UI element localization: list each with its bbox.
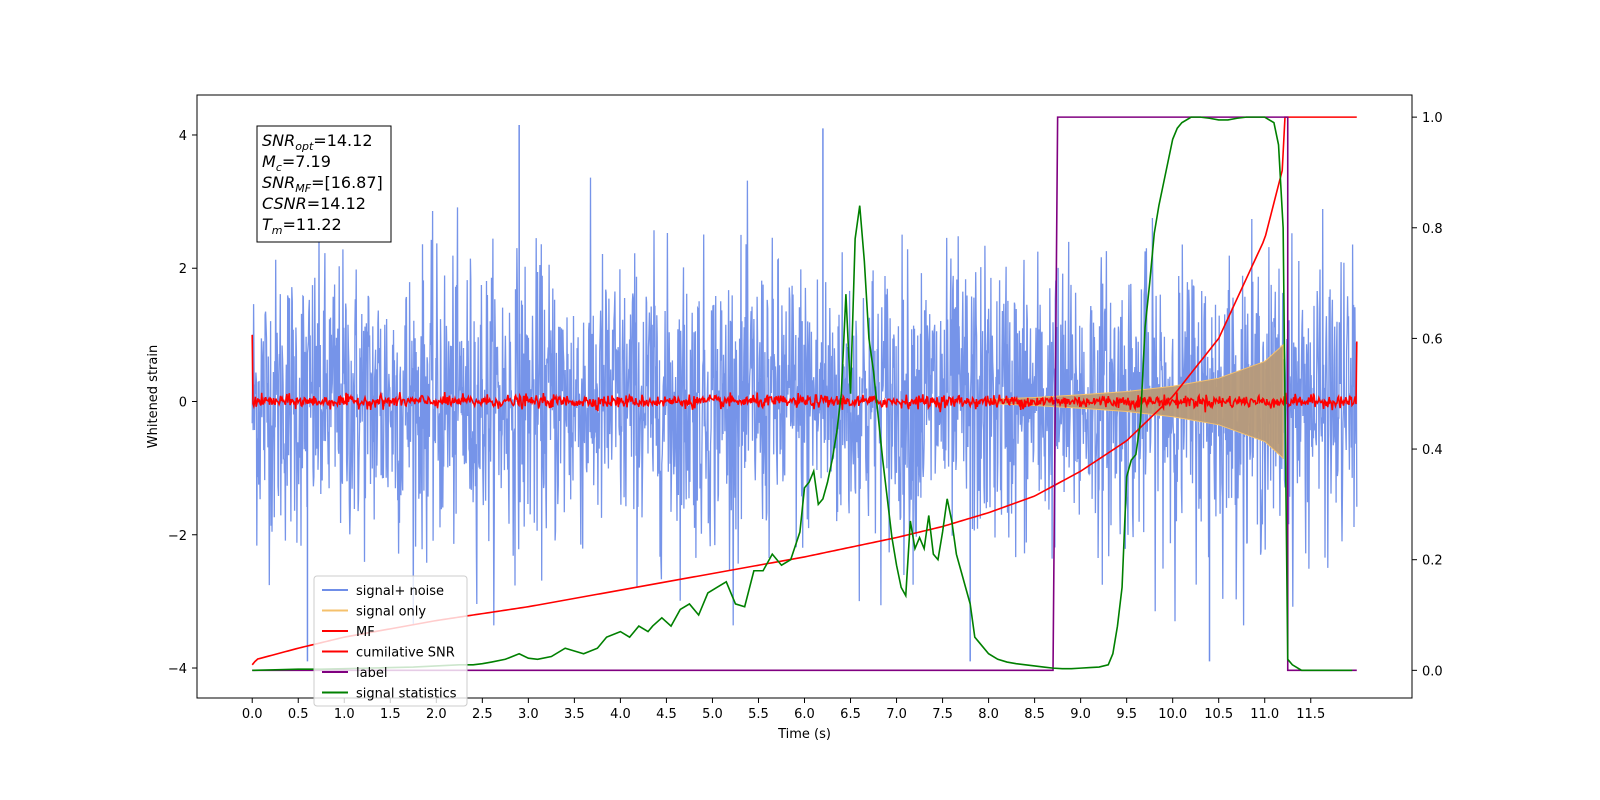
x-tick-label: 6.5 <box>840 707 861 722</box>
series-signal-statistics <box>252 116 1353 672</box>
x-tick-label: 10.0 <box>1158 707 1187 722</box>
legend-frame <box>313 575 468 707</box>
x-axis: 0.0 0.5 1.0 1.5 2.0 2.5 3.0 3.5 4.0 4.5 5.0 5.5 6.0 6… <box>242 698 1325 722</box>
x-tick-label: 9.0 <box>1070 707 1091 722</box>
legend-entry: signal statistics <box>356 687 457 702</box>
x-tick-label: 7.0 <box>886 707 907 722</box>
annotation-frame <box>256 125 392 243</box>
x-tick-label: 1.5 <box>380 707 401 722</box>
x-tick-label: 0.5 <box>288 707 309 722</box>
x-tick-label: 7.5 <box>932 707 953 722</box>
x-tick-label: 6.0 <box>794 707 815 722</box>
series-signal-noise <box>251 177 1358 626</box>
annotation-line: Mc=7.19 <box>262 152 331 174</box>
x-tick-label: 4.5 <box>656 707 677 722</box>
x-tick-label: 8.0 <box>978 707 999 722</box>
x-tick-label: 3.0 <box>518 707 539 722</box>
y2-tick-label: 1.0 <box>1422 111 1443 126</box>
x-axis-label: Time (s) <box>777 727 831 742</box>
y2-tick-label: 0.0 <box>1422 664 1443 679</box>
series-mf <box>251 334 1358 413</box>
y2-tick-label: 0.6 <box>1422 332 1443 347</box>
x-tick-label: 9.5 <box>1116 707 1137 722</box>
legend: signal+ noise signal only MF cumilative SNR… <box>313 575 468 707</box>
annotation-line: CSNR=14.12 <box>262 194 366 213</box>
annotation-line: SNRMF=[16.87] <box>262 173 383 195</box>
y2-tick-label: 0.8 <box>1422 222 1443 237</box>
x-tick-label: 10.5 <box>1204 707 1233 722</box>
series-label <box>252 116 1357 672</box>
legend-entry: MF <box>356 625 375 640</box>
x-tick-label: 5.0 <box>702 707 723 722</box>
x-tick-label: 8.5 <box>1024 707 1045 722</box>
y-tick-label: 0 <box>179 395 187 410</box>
x-tick-label: 2.0 <box>426 707 447 722</box>
y-tick-label: 2 <box>179 262 187 277</box>
x-tick-label: 11.0 <box>1250 707 1279 722</box>
annotation-line: Tm=11.22 <box>262 215 342 237</box>
legend-entry: signal+ noise <box>356 584 444 599</box>
y-tick-label: −2 <box>168 529 187 544</box>
y-tick-label: −4 <box>168 662 187 677</box>
y2-tick-label: 0.4 <box>1422 443 1443 458</box>
x-tick-label: 2.5 <box>472 707 493 722</box>
legend-entry: cumilative SNR <box>356 646 455 661</box>
y-axis: −4 −2 0 2 4 <box>168 129 197 677</box>
x-tick-label: 1.0 <box>334 707 355 722</box>
x-tick-label: 5.5 <box>748 707 769 722</box>
annotation-line: SNRopt=14.12 <box>262 131 373 153</box>
y2-axis: 0.0 0.2 0.4 0.6 0.8 1.0 <box>1412 111 1443 679</box>
snr-annotation-box: SNRopt=14.12Mc=7.19SNRMF=[16.87]CSNR=14.… <box>256 125 392 243</box>
x-tick-label: 3.5 <box>564 707 585 722</box>
y-tick-label: 4 <box>179 129 187 144</box>
x-tick-label: 0.0 <box>242 707 263 722</box>
legend-entry: label <box>356 666 387 681</box>
x-tick-label: 11.5 <box>1296 707 1325 722</box>
x-tick-label: 4.0 <box>610 707 631 722</box>
legend-entry: signal only <box>356 605 426 620</box>
y-axis-label: Whitened strain <box>146 345 161 448</box>
y2-tick-label: 0.2 <box>1422 554 1443 569</box>
